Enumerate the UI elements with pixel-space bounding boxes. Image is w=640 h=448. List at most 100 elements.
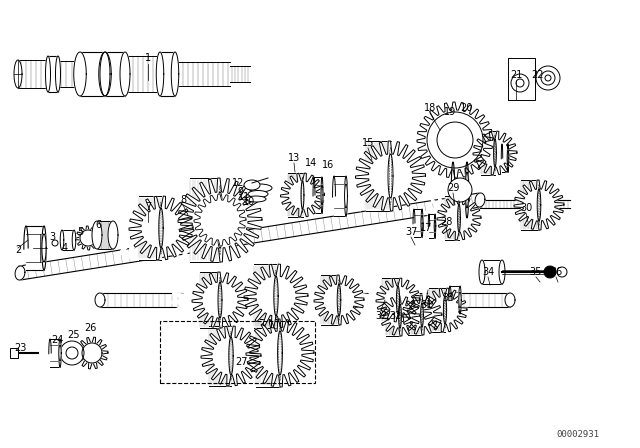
Polygon shape bbox=[200, 272, 220, 328]
Polygon shape bbox=[201, 326, 261, 386]
Circle shape bbox=[557, 267, 567, 277]
Polygon shape bbox=[26, 226, 44, 270]
Polygon shape bbox=[366, 296, 406, 336]
Polygon shape bbox=[217, 192, 223, 248]
Polygon shape bbox=[15, 266, 25, 280]
Polygon shape bbox=[18, 50, 230, 98]
Text: 4: 4 bbox=[62, 243, 68, 253]
Text: 3: 3 bbox=[49, 232, 55, 242]
Polygon shape bbox=[105, 52, 125, 96]
Polygon shape bbox=[321, 275, 339, 325]
Text: 12: 12 bbox=[232, 178, 244, 188]
Polygon shape bbox=[321, 177, 323, 213]
Polygon shape bbox=[344, 184, 348, 208]
Polygon shape bbox=[190, 178, 220, 262]
Polygon shape bbox=[76, 226, 100, 250]
Text: 30: 30 bbox=[520, 203, 532, 213]
Polygon shape bbox=[254, 264, 276, 328]
Polygon shape bbox=[148, 178, 232, 262]
Polygon shape bbox=[172, 272, 228, 328]
Polygon shape bbox=[192, 272, 248, 328]
Polygon shape bbox=[502, 144, 508, 172]
Polygon shape bbox=[222, 319, 290, 387]
Text: 15: 15 bbox=[362, 138, 374, 148]
Polygon shape bbox=[382, 278, 398, 322]
Polygon shape bbox=[423, 288, 467, 332]
Text: 28: 28 bbox=[440, 217, 452, 227]
Polygon shape bbox=[444, 296, 447, 324]
Circle shape bbox=[448, 178, 472, 202]
Polygon shape bbox=[408, 295, 422, 335]
Ellipse shape bbox=[244, 180, 260, 190]
Polygon shape bbox=[42, 234, 46, 262]
Text: 35: 35 bbox=[530, 267, 542, 277]
Polygon shape bbox=[399, 304, 401, 328]
Text: 20: 20 bbox=[460, 103, 472, 113]
Polygon shape bbox=[482, 260, 502, 284]
Polygon shape bbox=[537, 189, 541, 221]
Polygon shape bbox=[514, 180, 564, 230]
Polygon shape bbox=[222, 264, 286, 328]
Polygon shape bbox=[435, 214, 436, 238]
Polygon shape bbox=[125, 56, 160, 92]
Polygon shape bbox=[129, 196, 193, 260]
Polygon shape bbox=[365, 141, 390, 211]
Text: 24: 24 bbox=[51, 335, 63, 345]
Circle shape bbox=[541, 71, 555, 85]
Polygon shape bbox=[314, 177, 322, 213]
Polygon shape bbox=[499, 260, 505, 284]
Text: 14: 14 bbox=[305, 158, 317, 168]
Text: 32: 32 bbox=[390, 311, 402, 321]
Polygon shape bbox=[386, 296, 400, 336]
Polygon shape bbox=[280, 173, 324, 217]
Text: 6: 6 bbox=[95, 220, 101, 230]
Polygon shape bbox=[159, 208, 163, 248]
Text: 23: 23 bbox=[14, 343, 26, 353]
Polygon shape bbox=[48, 56, 58, 92]
Polygon shape bbox=[62, 230, 74, 250]
Polygon shape bbox=[296, 275, 346, 325]
Circle shape bbox=[536, 66, 560, 90]
Polygon shape bbox=[95, 293, 105, 307]
Text: 34: 34 bbox=[482, 267, 494, 277]
Polygon shape bbox=[417, 102, 493, 178]
Text: 19: 19 bbox=[444, 107, 456, 117]
Polygon shape bbox=[479, 260, 485, 284]
Text: 1: 1 bbox=[145, 53, 151, 63]
Polygon shape bbox=[355, 141, 426, 211]
Polygon shape bbox=[209, 326, 231, 386]
Text: 27: 27 bbox=[235, 357, 247, 367]
Polygon shape bbox=[229, 337, 233, 375]
Polygon shape bbox=[56, 56, 61, 92]
Bar bbox=[160, 321, 315, 383]
Polygon shape bbox=[14, 60, 22, 88]
Polygon shape bbox=[244, 264, 308, 328]
Polygon shape bbox=[60, 230, 64, 250]
Polygon shape bbox=[178, 178, 262, 262]
Ellipse shape bbox=[248, 190, 268, 198]
Polygon shape bbox=[453, 162, 467, 218]
Polygon shape bbox=[107, 196, 171, 260]
Text: 5: 5 bbox=[77, 227, 83, 237]
Text: 22: 22 bbox=[532, 70, 544, 80]
Polygon shape bbox=[421, 215, 423, 231]
Polygon shape bbox=[496, 180, 546, 230]
Polygon shape bbox=[59, 339, 61, 367]
Polygon shape bbox=[376, 278, 420, 322]
Polygon shape bbox=[266, 173, 310, 217]
Polygon shape bbox=[505, 293, 515, 307]
Text: 2: 2 bbox=[15, 245, 21, 255]
Polygon shape bbox=[194, 194, 246, 246]
Polygon shape bbox=[344, 176, 348, 216]
Polygon shape bbox=[380, 296, 420, 336]
Text: 17: 17 bbox=[420, 223, 432, 233]
Polygon shape bbox=[108, 221, 118, 249]
Polygon shape bbox=[50, 339, 60, 367]
Polygon shape bbox=[334, 176, 346, 216]
Text: 21: 21 bbox=[510, 70, 522, 80]
Polygon shape bbox=[175, 62, 230, 86]
Text: 26: 26 bbox=[84, 323, 96, 333]
Polygon shape bbox=[475, 193, 485, 207]
Polygon shape bbox=[246, 319, 314, 387]
Text: 7: 7 bbox=[145, 202, 151, 212]
